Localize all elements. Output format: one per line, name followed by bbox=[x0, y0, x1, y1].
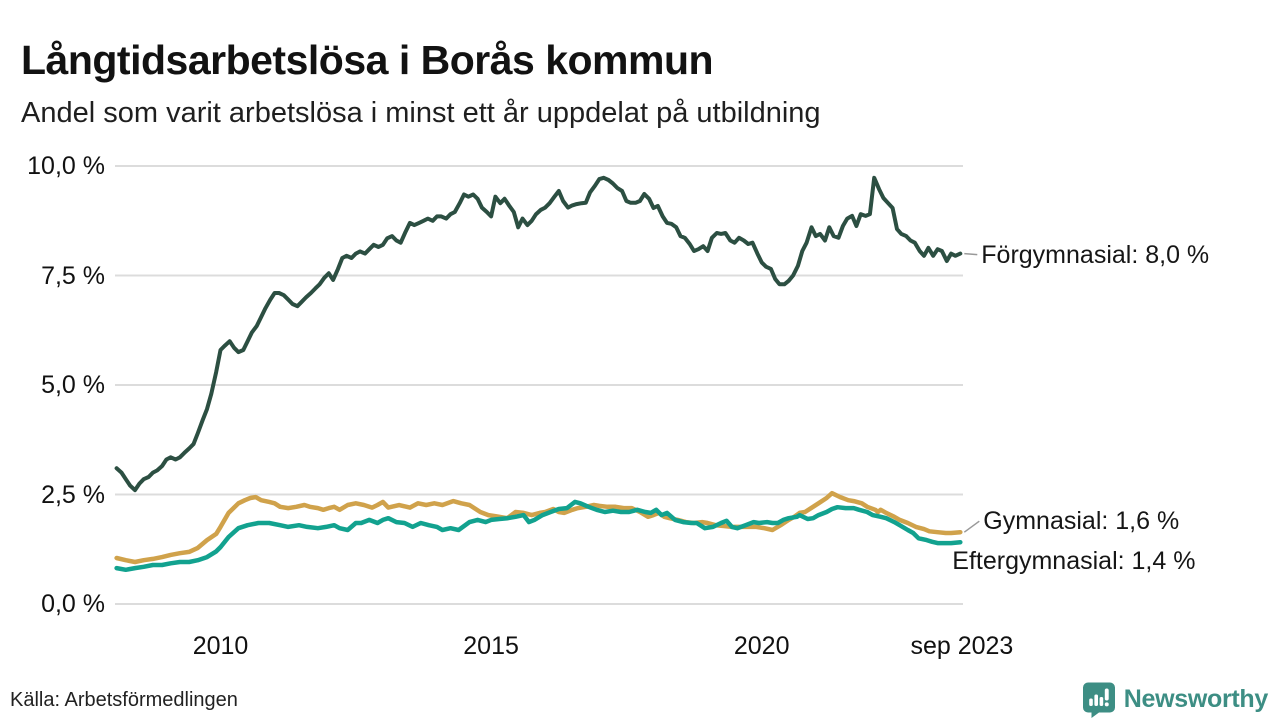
series-line-eftergymnasial bbox=[114, 499, 963, 573]
source-note: Källa: Arbetsförmedlingen bbox=[10, 689, 238, 711]
x-axis-tick-label: 2010 bbox=[192, 632, 249, 660]
x-axis-tick-label: sep 2023 bbox=[910, 632, 1014, 660]
y-axis-tick-label: 10,0 % bbox=[27, 152, 105, 180]
brand-logo: Newsworthy bbox=[1082, 681, 1268, 718]
label-connector-forgymnasial bbox=[964, 252, 978, 256]
series-label-eftergymnasial: Eftergymnasial: 1,4 % bbox=[952, 547, 1196, 576]
label-connector-gymnasial bbox=[963, 520, 980, 533]
y-axis-tick-label: 5,0 % bbox=[41, 371, 105, 399]
series-label-forgymnasial: Förgymnasial: 8,0 % bbox=[981, 240, 1210, 269]
y-axis-tick-label: 2,5 % bbox=[41, 480, 105, 509]
series-line-gymnasial bbox=[114, 490, 963, 565]
series-label-gymnasial: Gymnasial: 1,6 % bbox=[983, 507, 1180, 536]
y-axis-tick-label: 0,0 % bbox=[41, 590, 105, 618]
y-axis-tick-label: 7,5 % bbox=[41, 261, 105, 290]
series-line-forgymnasial bbox=[114, 175, 963, 493]
chart-subtitle: Andel som varit arbetslösa i minst ett å… bbox=[21, 97, 821, 129]
chart-title: Långtidsarbetslösa i Borås kommun bbox=[21, 37, 714, 84]
brand-name: Newsworthy bbox=[1123, 685, 1269, 713]
newsworthy-icon bbox=[1082, 682, 1115, 718]
x-axis-tick-label: 2020 bbox=[733, 632, 790, 660]
x-axis-tick-label: 2015 bbox=[463, 632, 519, 660]
